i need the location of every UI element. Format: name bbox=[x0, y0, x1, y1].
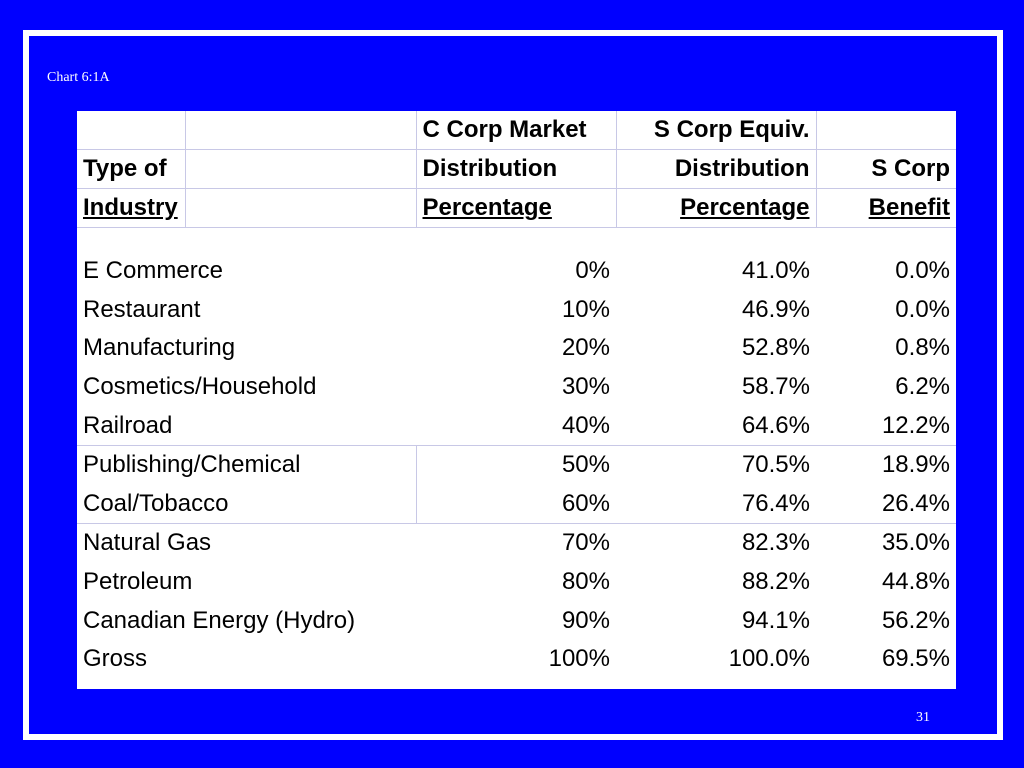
benefit-cell: 0.0% bbox=[895, 295, 950, 323]
header-industry-line2: Industry bbox=[77, 188, 186, 228]
table-row: Canadian Energy (Hydro) 90% 94.1% 56.2% bbox=[77, 601, 956, 640]
c-corp-cell: 0% bbox=[575, 257, 610, 285]
industry-cell: Canadian Energy (Hydro) bbox=[83, 606, 356, 634]
c-corp-cell: 60% bbox=[561, 489, 610, 517]
header-row-3: Industry Percentage Percentage Benefit bbox=[77, 188, 956, 228]
header-c-corp-line1: C Corp Market bbox=[416, 111, 617, 150]
c-corp-cell: 70% bbox=[416, 523, 616, 563]
table-row: Coal/Tobacco 60% 76.4% 26.4% bbox=[77, 484, 956, 524]
industry-cell: Manufacturing bbox=[83, 334, 236, 362]
c-corp-cell: 80% bbox=[561, 568, 610, 596]
header-row-2: Type of Distribution Distribution S Corp bbox=[77, 149, 956, 189]
industry-cell: E Commerce bbox=[83, 257, 224, 285]
table-row: Publishing/Chemical 50% 70.5% 18.9% bbox=[77, 444, 956, 485]
spacer-row bbox=[77, 228, 956, 253]
header-c-corp-line3: Percentage bbox=[416, 188, 617, 228]
header-cell bbox=[185, 111, 417, 150]
s-corp-cell: 70.5% bbox=[616, 444, 816, 485]
header-s-corp-line3: Percentage bbox=[616, 188, 817, 228]
benefit-cell: 18.9% bbox=[816, 444, 956, 485]
header-cell bbox=[77, 111, 186, 150]
s-corp-cell: 94.1% bbox=[741, 606, 810, 634]
header-s-corp-line2: Distribution bbox=[616, 149, 817, 189]
header-row-1: C Corp Market S Corp Equiv. bbox=[77, 111, 956, 150]
slide-label: Chart 6:1A bbox=[47, 70, 110, 85]
header-benefit-line1: S Corp bbox=[816, 149, 956, 189]
c-corp-cell: 90% bbox=[561, 606, 610, 634]
industry-cell: Railroad bbox=[83, 411, 173, 439]
benefit-cell: 0.0% bbox=[895, 257, 950, 285]
header-benefit-line2: Benefit bbox=[816, 188, 956, 228]
table-row: Cosmetics/Household 30% 58.7% 6.2% bbox=[77, 368, 956, 407]
header-cell bbox=[185, 188, 417, 228]
slide-frame bbox=[23, 30, 1003, 740]
s-corp-cell: 52.8% bbox=[741, 334, 810, 362]
c-corp-cell: 100% bbox=[548, 645, 610, 673]
industry-cell: Gross bbox=[83, 645, 148, 673]
c-corp-cell: 10% bbox=[561, 295, 610, 323]
industry-cell: Coal/Tobacco bbox=[77, 484, 417, 524]
benefit-cell: 44.8% bbox=[881, 568, 950, 596]
benefit-cell: 69.5% bbox=[881, 645, 950, 673]
distribution-table: C Corp Market S Corp Equiv. Type of Dist… bbox=[77, 111, 956, 689]
header-s-corp-line1: S Corp Equiv. bbox=[616, 111, 817, 150]
industry-cell: Petroleum bbox=[83, 568, 193, 596]
s-corp-cell: 76.4% bbox=[741, 489, 810, 517]
c-corp-cell: 30% bbox=[561, 373, 610, 401]
header-industry-line1: Type of bbox=[77, 149, 186, 189]
benefit-cell: 56.2% bbox=[881, 606, 950, 634]
table-row: E Commerce 0% 41.0% 0.0% bbox=[77, 252, 956, 291]
s-corp-cell: 64.6% bbox=[741, 411, 810, 439]
benefit-cell: 12.2% bbox=[881, 411, 950, 439]
s-corp-cell: 88.2% bbox=[741, 568, 810, 596]
industry-cell: Cosmetics/Household bbox=[83, 373, 317, 401]
industry-cell: Publishing/Chemical bbox=[77, 444, 417, 485]
table-row: Railroad 40% 64.6% 12.2% bbox=[77, 406, 956, 445]
c-corp-cell: 50% bbox=[416, 444, 616, 485]
benefit-cell: 6.2% bbox=[895, 373, 950, 401]
s-corp-cell: 46.9% bbox=[741, 295, 810, 323]
header-cell bbox=[816, 111, 956, 150]
table-row: Manufacturing 20% 52.8% 0.8% bbox=[77, 329, 956, 368]
c-corp-cell: 40% bbox=[561, 411, 610, 439]
table-row: Petroleum 80% 88.2% 44.8% bbox=[77, 563, 956, 602]
industry-cell: Natural Gas bbox=[77, 523, 416, 563]
table-row: Gross 100% 100.0% 69.5% bbox=[77, 640, 956, 679]
s-corp-cell: 58.7% bbox=[741, 373, 810, 401]
table-row: Natural Gas 70% 82.3% 35.0% bbox=[77, 523, 956, 563]
header-cell bbox=[185, 149, 417, 189]
benefit-cell: 35.0% bbox=[816, 523, 956, 563]
table-row: Restaurant 10% 46.9% 0.0% bbox=[77, 291, 956, 330]
s-corp-cell: 100.0% bbox=[728, 645, 810, 673]
benefit-cell: 26.4% bbox=[881, 489, 950, 517]
c-corp-cell: 20% bbox=[561, 334, 610, 362]
page-number: 31 bbox=[916, 710, 930, 725]
industry-cell: Restaurant bbox=[83, 295, 201, 323]
s-corp-cell: 82.3% bbox=[616, 523, 816, 563]
s-corp-cell: 41.0% bbox=[741, 257, 810, 285]
header-c-corp-line2: Distribution bbox=[416, 149, 617, 189]
benefit-cell: 0.8% bbox=[895, 334, 950, 362]
